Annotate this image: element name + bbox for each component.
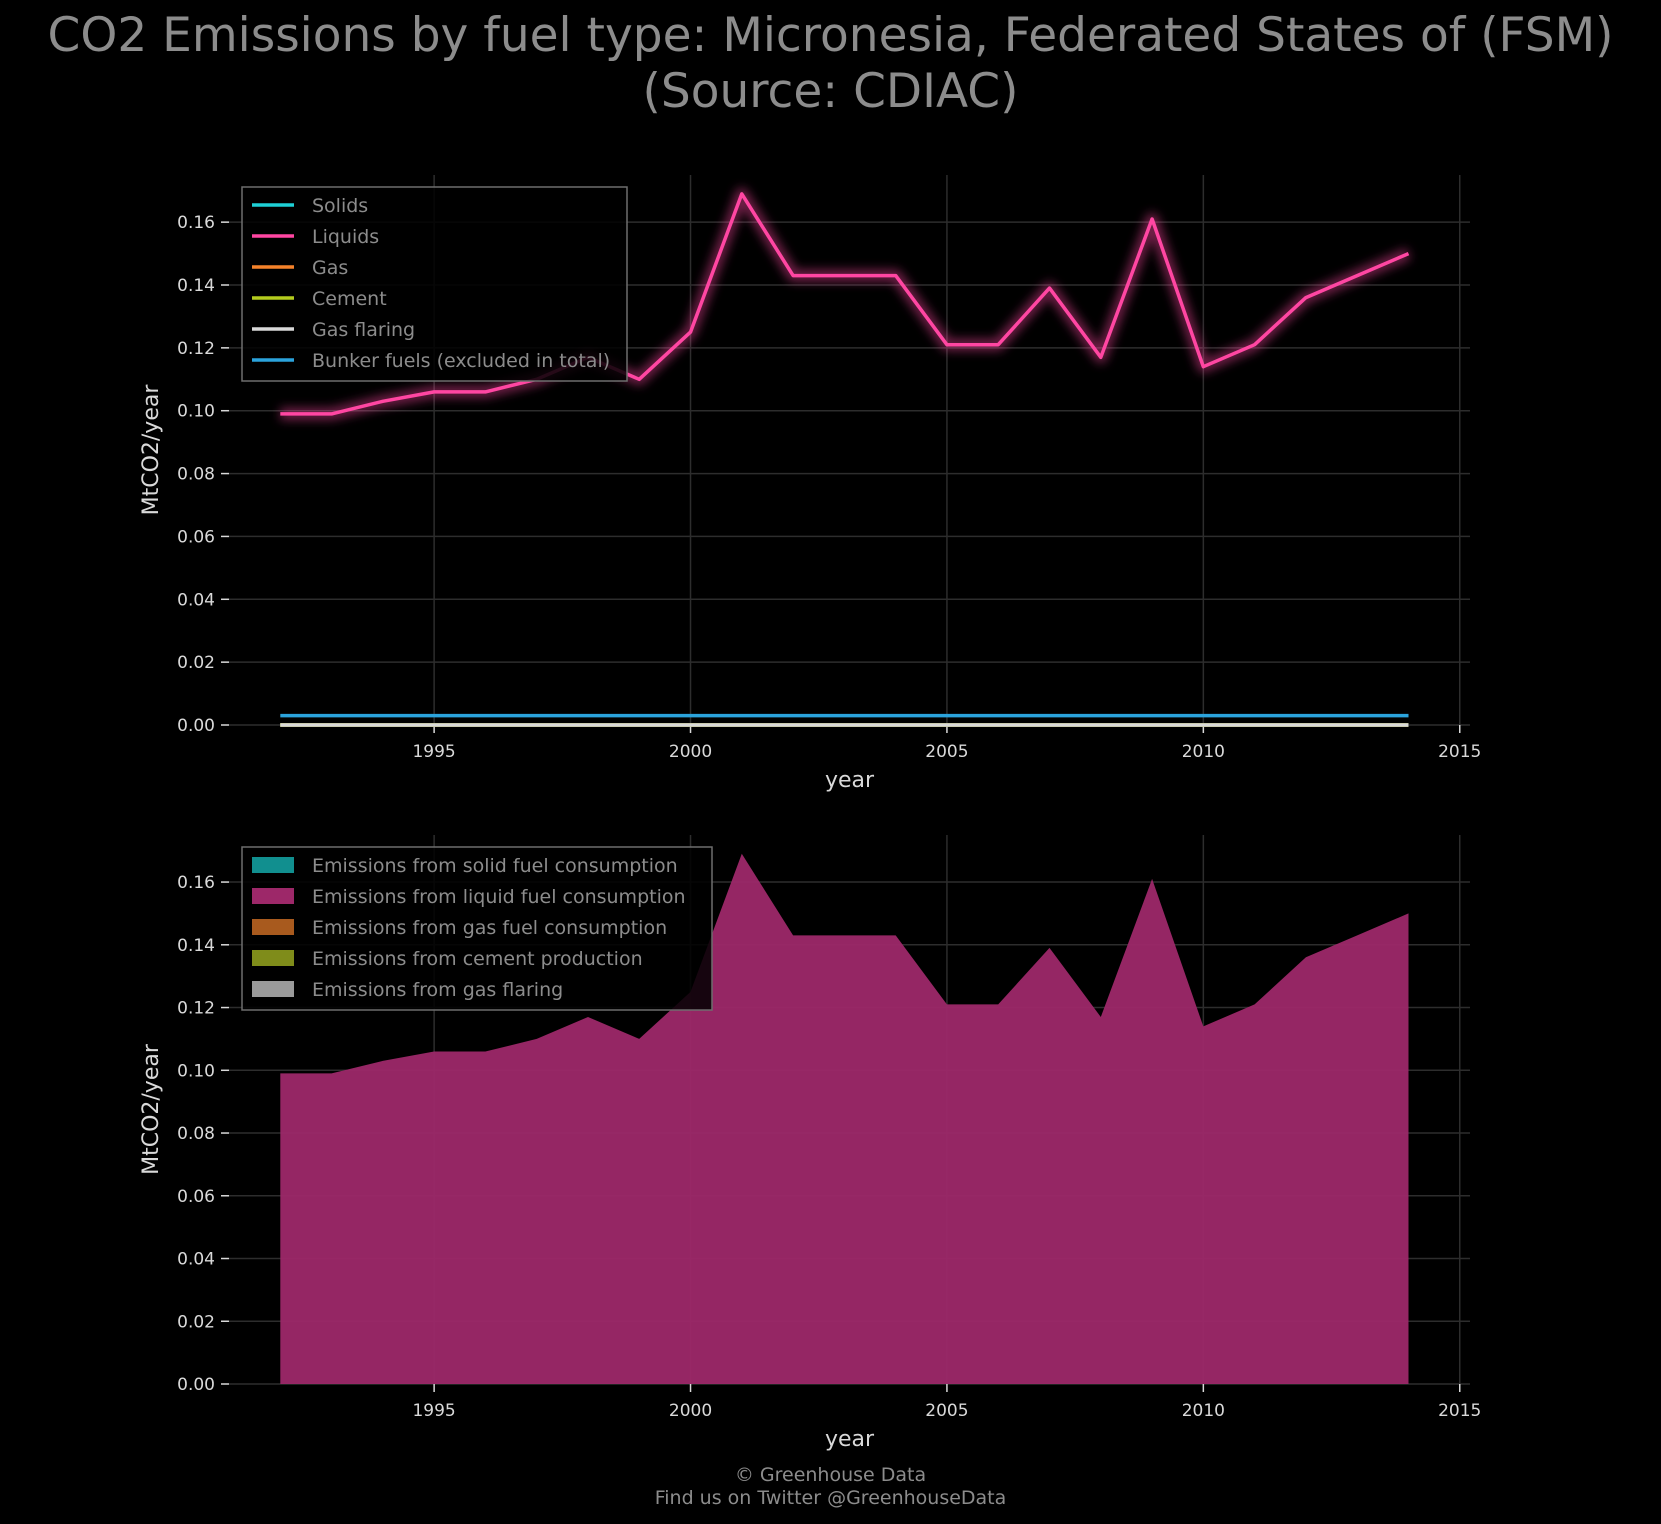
- legend-label: Emissions from solid fuel consumption: [312, 855, 678, 877]
- legend: Solids Liquids Gas Cement Gas flaring Bunker …: [241, 186, 628, 382]
- x-axis-label: year: [825, 1427, 875, 1452]
- line-chart-panel: 0.00 0.02 0.04 0.06 0.08 0.10 0.12 0.14 0.16 1995…: [139, 175, 1481, 793]
- chart-title: CO2 Emissions by fuel type: Micronesia, …: [47, 8, 1614, 119]
- legend-label: Liquids: [312, 226, 379, 248]
- legend-label: Solids: [312, 195, 368, 217]
- legend-label: Emissions from cement production: [312, 948, 643, 970]
- y-tick-label: 0.04: [177, 1250, 215, 1270]
- legend-label: Emissions from liquid fuel consumption: [312, 886, 686, 908]
- x-tick-label: 1995: [412, 1401, 455, 1421]
- y-tick-label: 0.00: [177, 1375, 215, 1395]
- y-tick-label: 0.14: [177, 936, 215, 956]
- x-tick-label: 2015: [1438, 1401, 1481, 1421]
- legend-label: Bunker fuels (excluded in total): [312, 350, 610, 372]
- y-tick-label: 0.08: [177, 1124, 215, 1144]
- x-tick-label: 2015: [1438, 742, 1481, 762]
- footer-copyright: © Greenhouse Data: [734, 1464, 927, 1486]
- x-tick-label: 2010: [1182, 742, 1225, 762]
- x-axis-label: year: [825, 768, 875, 793]
- legend-label: Cement: [312, 288, 387, 310]
- y-tick-label: 0.06: [177, 1187, 215, 1207]
- legend-label: Gas: [312, 257, 348, 279]
- y-tick-label: 0.02: [177, 653, 215, 673]
- y-tick-label: 0.14: [177, 276, 215, 296]
- legend-swatch: [252, 981, 294, 997]
- legend-frame: [241, 186, 628, 382]
- x-tick-label: 2005: [925, 1401, 968, 1421]
- y-tick-label: 0.12: [177, 339, 215, 359]
- x-tick-label: 2010: [1182, 1401, 1225, 1421]
- stacked-area-chart-panel: 0.00 0.02 0.04 0.06 0.08 0.10 0.12 0.14 0.16 1995…: [139, 835, 1481, 1452]
- y-tick-label: 0.02: [177, 1312, 215, 1332]
- y-tick-label: 0.00: [177, 716, 215, 736]
- x-tick-label: 2000: [669, 1401, 712, 1421]
- y-axis-label: MtCO2/year: [139, 1043, 164, 1175]
- y-tick-label: 0.12: [177, 999, 215, 1019]
- y-tick-label: 0.16: [177, 213, 215, 233]
- legend-swatch: [252, 857, 294, 873]
- y-tick-label: 0.10: [177, 402, 215, 422]
- emissions-from-liquid-fuel-consumption-area: [280, 853, 1409, 1384]
- y-tick-label: 0.08: [177, 465, 215, 485]
- y-axis-label: MtCO2/year: [139, 384, 164, 516]
- x-tick-label: 2000: [669, 742, 712, 762]
- legend-label: Gas flaring: [312, 319, 415, 341]
- legend-label: Emissions from gas fuel consumption: [312, 917, 667, 939]
- y-tick-label: 0.16: [177, 873, 215, 893]
- y-tick-label: 0.06: [177, 527, 215, 547]
- legend-swatch: [252, 888, 294, 904]
- footer-twitter: Find us on Twitter @GreenhouseData: [654, 1487, 1007, 1509]
- x-tick-label: 1995: [412, 742, 455, 762]
- y-tick-label: 0.10: [177, 1061, 215, 1081]
- legend-label: Emissions from gas flaring: [312, 979, 563, 1001]
- liquids-line: [280, 192, 1410, 416]
- x-tick-label: 2005: [925, 742, 968, 762]
- legend-swatch: [252, 950, 294, 966]
- y-tick-label: 0.04: [177, 590, 215, 610]
- legend: Emissions from solid fuel consumption Emi…: [241, 846, 713, 1011]
- legend-swatch: [252, 919, 294, 935]
- legend-frame: [241, 846, 713, 1011]
